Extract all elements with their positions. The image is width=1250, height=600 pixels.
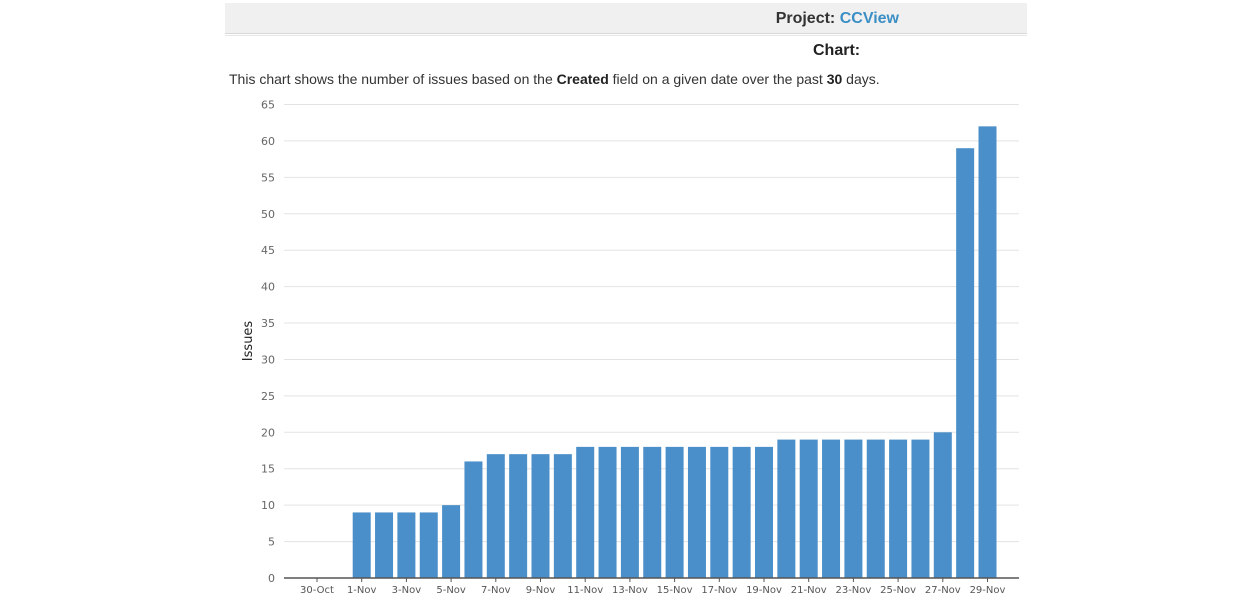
- bar-18-Nov[interactable]: [732, 446, 751, 578]
- x-tick-label: 15-Nov: [657, 585, 693, 596]
- x-tick-label: 19-Nov: [746, 585, 782, 596]
- bar-2-Nov[interactable]: [375, 512, 394, 578]
- bar-14-Nov[interactable]: [643, 446, 662, 578]
- bar-24-Nov[interactable]: [866, 439, 885, 578]
- project-label: Project:: [775, 10, 836, 27]
- bar-8-Nov[interactable]: [509, 454, 528, 578]
- x-tick-label: 25-Nov: [880, 585, 916, 596]
- bar-11-Nov[interactable]: [576, 446, 595, 578]
- bar-6-Nov[interactable]: [464, 461, 483, 578]
- x-tick-label: 23-Nov: [835, 585, 871, 596]
- y-tick-label: 65: [261, 99, 275, 112]
- y-tick-label: 50: [261, 208, 275, 221]
- y-tick-label: 25: [261, 390, 275, 403]
- project-link[interactable]: CCView: [839, 10, 899, 27]
- bar-5-Nov[interactable]: [442, 505, 461, 578]
- description-field: Created: [556, 71, 609, 87]
- y-tick-label: 30: [261, 353, 275, 366]
- bar-7-Nov[interactable]: [486, 454, 505, 578]
- description-days: 30: [826, 71, 843, 87]
- y-tick-label: 10: [261, 499, 275, 512]
- bar-16-Nov[interactable]: [687, 446, 706, 578]
- y-axis-label: Issues: [241, 321, 256, 362]
- bar-29-Nov[interactable]: [978, 126, 997, 578]
- x-tick-label: 3-Nov: [392, 585, 422, 596]
- bar-28-Nov[interactable]: [956, 148, 975, 578]
- y-tick-label: 45: [261, 244, 275, 257]
- bar-9-Nov[interactable]: [531, 454, 550, 578]
- y-tick-label: 0: [268, 572, 275, 585]
- x-tick-label: 30-Oct: [300, 585, 334, 596]
- y-tick-label: 35: [261, 317, 275, 330]
- y-tick-label: 55: [261, 171, 275, 184]
- y-tick-label: 20: [261, 426, 275, 439]
- chart-description: This chart shows the number of issues ba…: [229, 71, 880, 87]
- bar-12-Nov[interactable]: [598, 446, 617, 578]
- y-tick-label: 60: [261, 135, 275, 148]
- header-divider: [225, 35, 1027, 36]
- y-tick-label: 5: [268, 536, 275, 549]
- x-tick-label: 13-Nov: [612, 585, 648, 596]
- x-tick-label: 5-Nov: [436, 585, 466, 596]
- bar-22-Nov[interactable]: [822, 439, 841, 578]
- description-mid: field on a given date over the past: [608, 71, 827, 87]
- x-tick-label: 9-Nov: [526, 585, 556, 596]
- x-tick-label: 11-Nov: [567, 585, 603, 596]
- bar-19-Nov[interactable]: [755, 446, 773, 578]
- bar-4-Nov[interactable]: [419, 512, 438, 578]
- chart-heading: Chart:: [813, 42, 861, 59]
- x-tick-label: 21-Nov: [791, 585, 827, 596]
- description-post: days.: [842, 71, 880, 87]
- bar-3-Nov[interactable]: [397, 512, 416, 578]
- description-pre: This chart shows the number of issues ba…: [229, 71, 557, 87]
- bar-23-Nov[interactable]: [844, 439, 863, 578]
- x-tick-label: 27-Nov: [925, 585, 961, 596]
- x-tick-label: 1-Nov: [347, 585, 377, 596]
- x-tick-label: 7-Nov: [481, 585, 511, 596]
- project-header: Project: CCView: [225, 3, 1027, 34]
- y-tick-label: 15: [261, 463, 275, 476]
- bar-26-Nov[interactable]: [911, 439, 930, 578]
- project-title: Project: CCView: [776, 10, 899, 28]
- bar-13-Nov[interactable]: [620, 446, 639, 578]
- x-tick-label: 29-Nov: [970, 585, 1006, 596]
- bar-20-Nov[interactable]: [777, 439, 796, 578]
- bar-15-Nov[interactable]: [665, 446, 684, 578]
- y-tick-label: 40: [261, 281, 275, 294]
- bar-10-Nov[interactable]: [553, 454, 572, 578]
- bar-17-Nov[interactable]: [710, 446, 729, 578]
- x-tick-label: 17-Nov: [701, 585, 737, 596]
- bar-27-Nov[interactable]: [933, 432, 952, 578]
- bar-1-Nov[interactable]: [352, 512, 371, 578]
- bar-21-Nov[interactable]: [799, 439, 818, 578]
- bar-25-Nov[interactable]: [889, 439, 908, 578]
